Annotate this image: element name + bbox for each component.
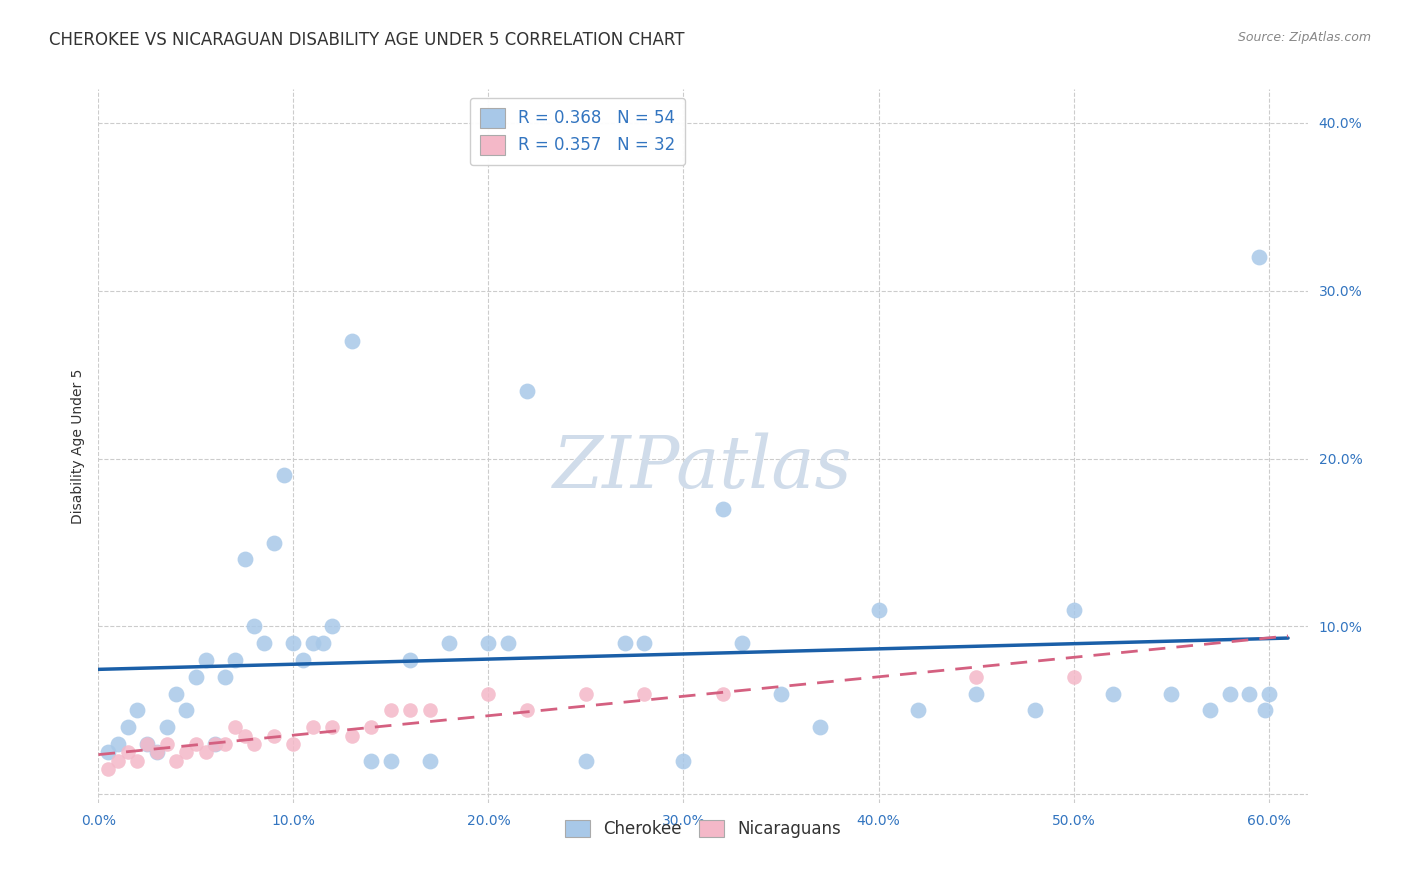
Point [321, 619, 343, 633]
Point [1063, 603, 1085, 617]
Point [194, 653, 217, 667]
Legend: Cherokee, Nicaraguans: Cherokee, Nicaraguans [558, 813, 848, 845]
Point [174, 703, 197, 717]
Point [263, 729, 285, 743]
Point [302, 636, 325, 650]
Point [965, 687, 987, 701]
Point [360, 754, 382, 768]
Point [731, 636, 754, 650]
Point [146, 746, 169, 760]
Point [672, 754, 695, 768]
Point [204, 737, 226, 751]
Point [253, 636, 276, 650]
Point [808, 720, 831, 734]
Point [214, 737, 236, 751]
Point [633, 687, 655, 701]
Point [1247, 250, 1270, 264]
Point [496, 636, 519, 650]
Text: ZIPatlas: ZIPatlas [553, 432, 853, 503]
Point [233, 552, 256, 566]
Point [292, 653, 315, 667]
Point [283, 636, 305, 650]
Point [233, 729, 256, 743]
Point [302, 720, 325, 734]
Point [1160, 687, 1182, 701]
Point [107, 737, 129, 751]
Point [868, 603, 890, 617]
Point [965, 670, 987, 684]
Point [136, 737, 159, 751]
Text: Source: ZipAtlas.com: Source: ZipAtlas.com [1237, 31, 1371, 45]
Point [439, 636, 461, 650]
Point [711, 502, 734, 516]
Point [321, 720, 343, 734]
Point [1257, 687, 1279, 701]
Point [1219, 687, 1241, 701]
Point [165, 754, 187, 768]
Point [243, 619, 266, 633]
Point [399, 653, 422, 667]
Point [97, 762, 120, 776]
Y-axis label: Disability Age Under 5: Disability Age Under 5 [70, 368, 84, 524]
Point [184, 737, 207, 751]
Point [127, 703, 149, 717]
Point [273, 468, 295, 483]
Point [907, 703, 929, 717]
Point [575, 754, 598, 768]
Point [575, 687, 598, 701]
Point [516, 703, 538, 717]
Point [1253, 703, 1275, 717]
Point [419, 754, 441, 768]
Point [117, 746, 139, 760]
Point [380, 754, 402, 768]
Point [194, 746, 217, 760]
Point [165, 687, 187, 701]
Point [399, 703, 422, 717]
Point [340, 729, 363, 743]
Point [1101, 687, 1123, 701]
Point [711, 687, 734, 701]
Point [769, 687, 792, 701]
Point [136, 737, 159, 751]
Point [107, 754, 129, 768]
Point [614, 636, 637, 650]
Point [419, 703, 441, 717]
Point [214, 670, 236, 684]
Point [312, 636, 335, 650]
Point [156, 737, 179, 751]
Point [283, 737, 305, 751]
Point [263, 535, 285, 549]
Point [1024, 703, 1046, 717]
Point [516, 384, 538, 399]
Point [243, 737, 266, 751]
Point [184, 670, 207, 684]
Point [1237, 687, 1260, 701]
Point [380, 703, 402, 717]
Point [127, 754, 149, 768]
Point [633, 636, 655, 650]
Point [204, 737, 226, 751]
Point [224, 653, 246, 667]
Point [117, 720, 139, 734]
Point [97, 746, 120, 760]
Point [477, 636, 499, 650]
Text: CHEROKEE VS NICARAGUAN DISABILITY AGE UNDER 5 CORRELATION CHART: CHEROKEE VS NICARAGUAN DISABILITY AGE UN… [49, 31, 685, 49]
Point [174, 746, 197, 760]
Point [477, 687, 499, 701]
Point [146, 746, 169, 760]
Point [224, 720, 246, 734]
Point [340, 334, 363, 348]
Point [1199, 703, 1222, 717]
Point [360, 720, 382, 734]
Point [156, 720, 179, 734]
Point [1063, 670, 1085, 684]
